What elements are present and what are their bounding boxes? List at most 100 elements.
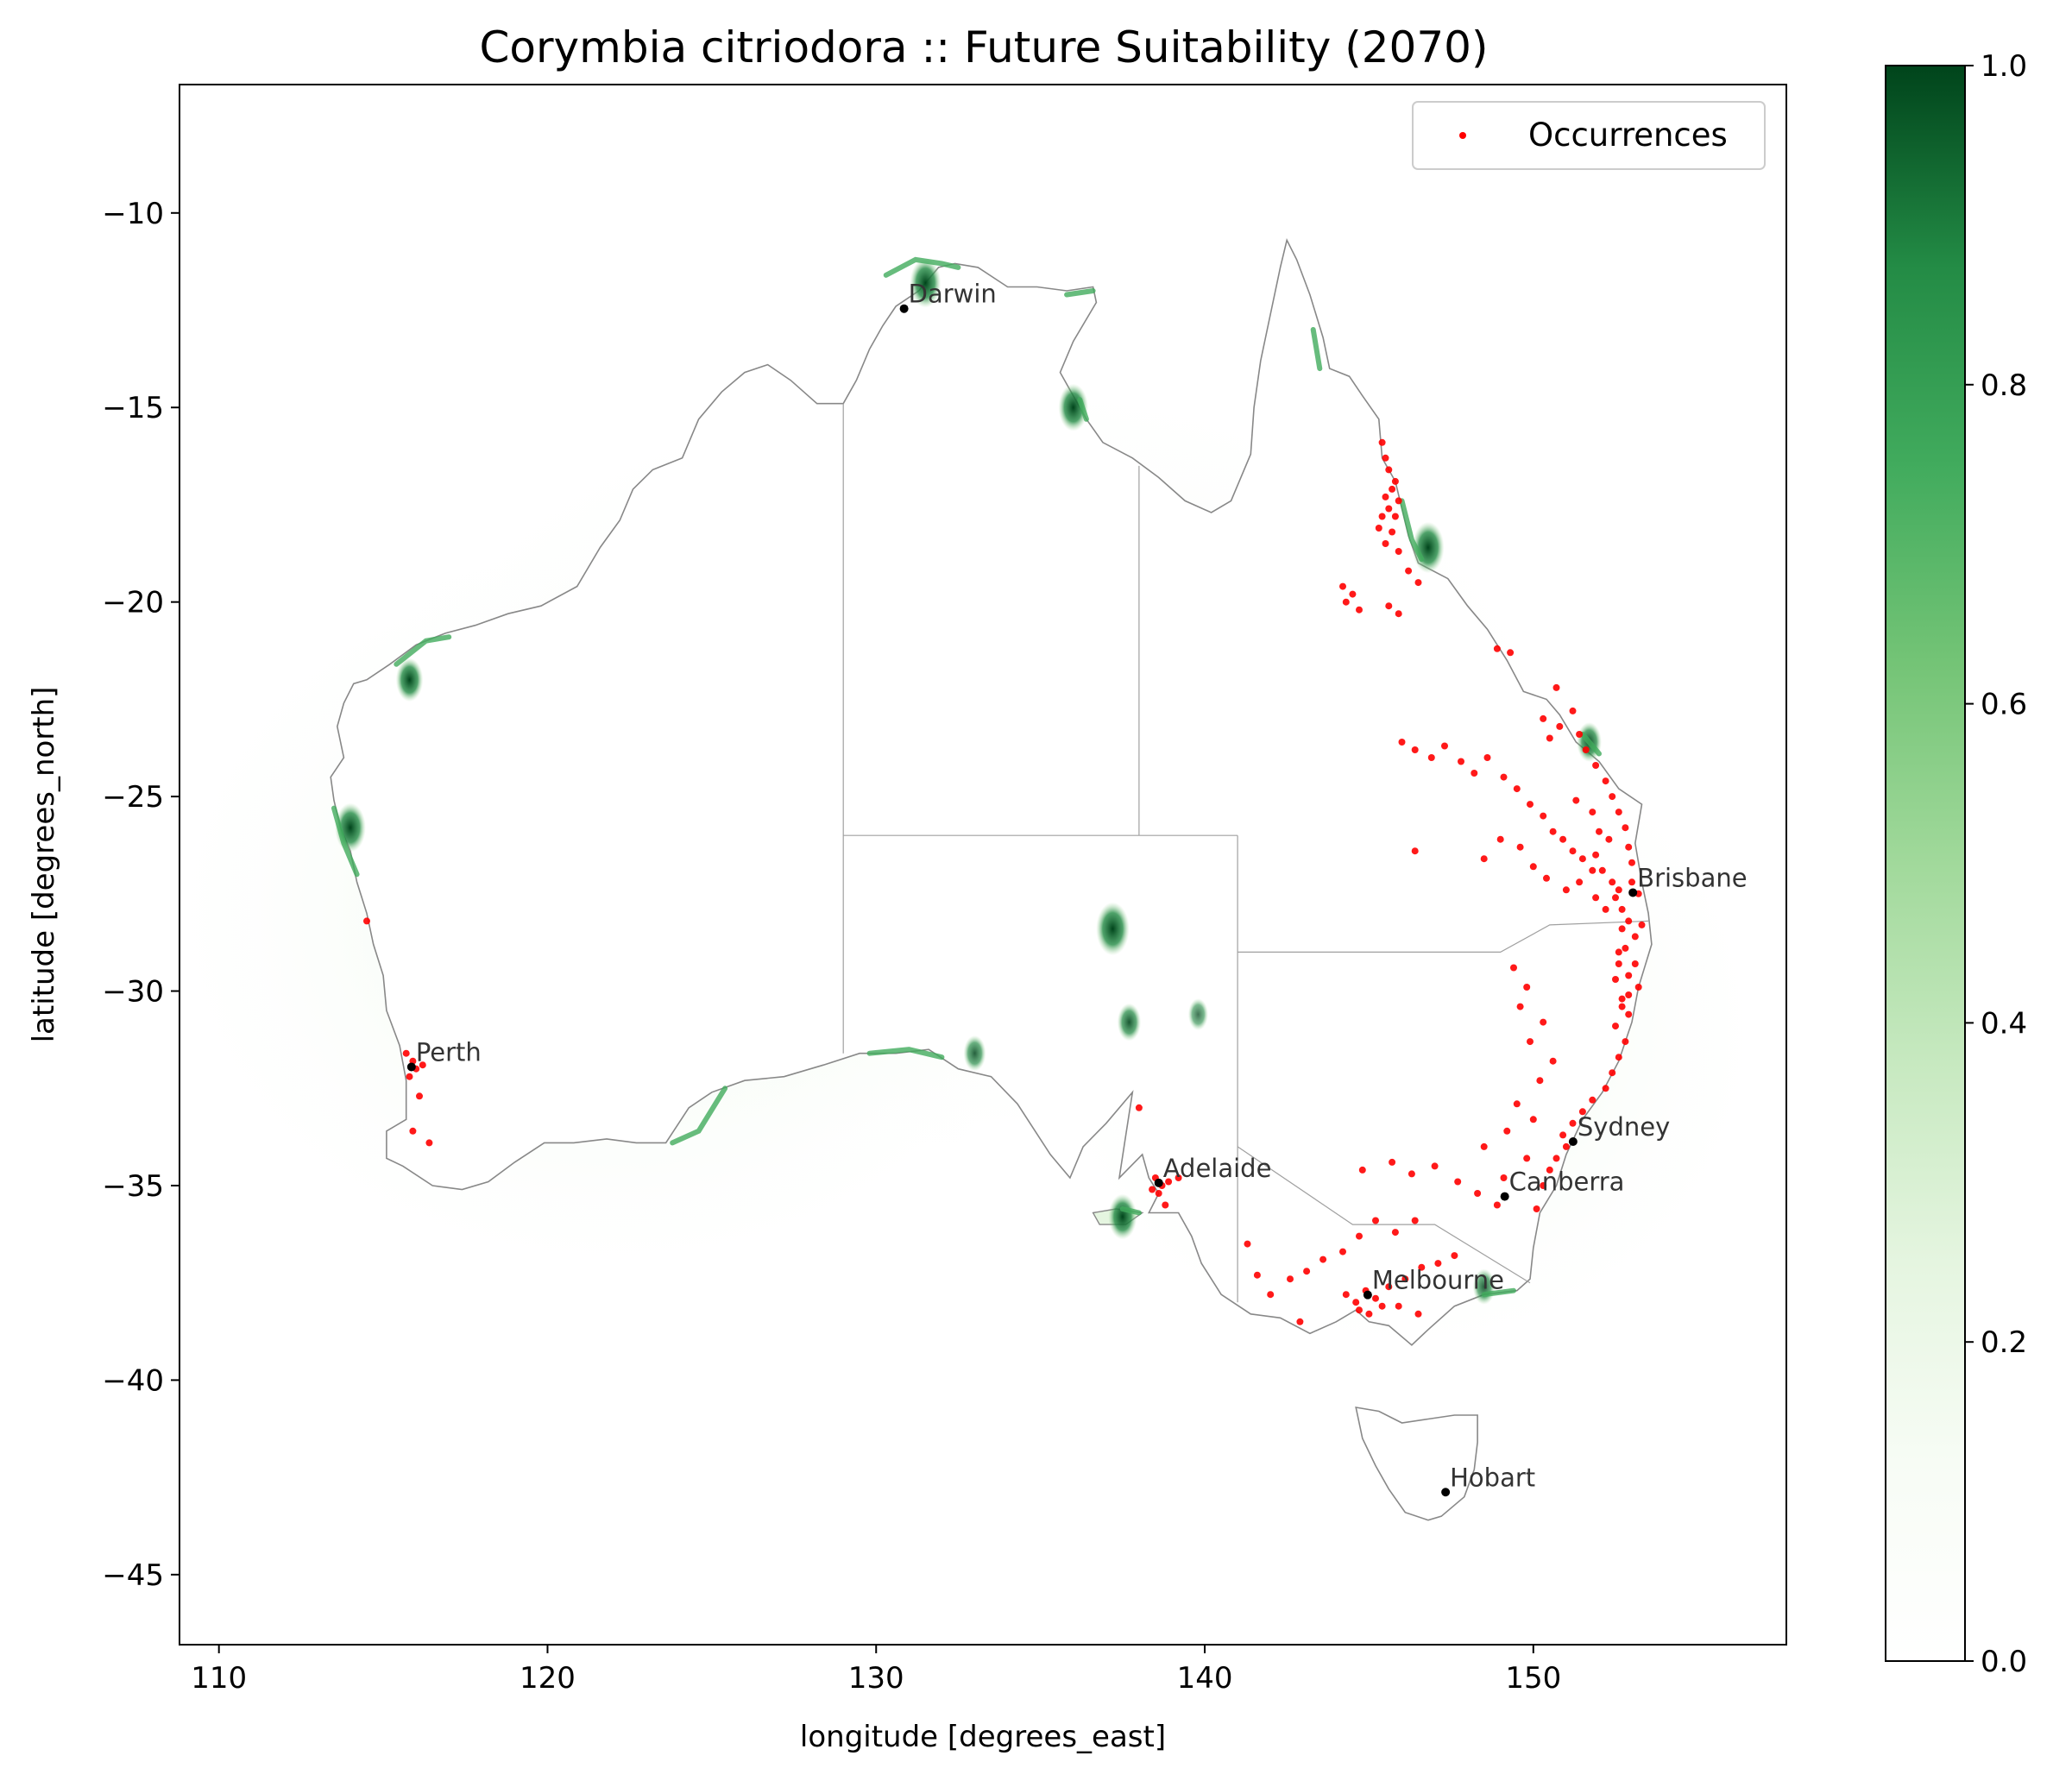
occurrence-point [1411,847,1419,855]
suitability-hotspot [1108,1193,1137,1240]
occurrence-point [1385,466,1393,474]
occurrence-point [1556,722,1564,730]
city-marker [406,1062,416,1072]
y-tick-label: −25 [102,780,164,815]
x-axis-ticks: 110 120 130 140 150 [191,1645,1561,1696]
occurrence-point [1523,984,1531,991]
occurrence-point [1378,438,1386,446]
occurrence-point [1602,1085,1609,1092]
occurrence-point [1480,855,1488,863]
occurrence-point [1510,964,1517,972]
occurrence-point [1267,1291,1275,1299]
occurrence-point [1356,1306,1363,1314]
city-label: Darwin [909,280,997,309]
x-tick-label: 110 [191,1661,247,1696]
occurrence-point [1540,1018,1547,1026]
occurrence-point [1625,917,1633,925]
occurrence-point [1618,905,1626,913]
occurrence-point [1540,1182,1547,1189]
occurrence-point [1602,777,1609,785]
occurrence-point [1356,606,1363,614]
occurrence-point [1356,1232,1363,1240]
plot-border [179,84,1787,1646]
occurrence-point [1339,1248,1346,1256]
occurrence-point [1411,1217,1419,1224]
occurrence-point [1615,948,1622,956]
occurrence-point [1618,995,1626,1003]
occurrence-point [1431,1162,1439,1170]
occurrence-point [1358,1166,1366,1174]
occurrence-point [1589,866,1597,874]
occurrence-point [1615,809,1622,816]
occurrence-point [1319,1256,1327,1263]
y-tick-label: −40 [102,1363,164,1398]
occurrence-point [1296,1318,1304,1325]
suitability-hotspot [910,258,942,308]
occurrence-point [1513,1100,1521,1108]
occurrence-point [1572,796,1580,804]
occurrence-point [1605,835,1613,843]
y-tick-label: −45 [102,1558,164,1593]
occurrence-point [1414,1310,1422,1318]
city-label: Melbourne [1372,1266,1504,1295]
suitability-hotspot [395,658,424,702]
occurrence-point [1615,886,1622,894]
occurrence-point [1303,1268,1311,1275]
occurrence-point [1372,1294,1379,1302]
occurrence-point [1405,567,1413,575]
occurrence-point [1454,1178,1462,1186]
occurrence-point [1471,770,1478,777]
state-border [1237,1146,1531,1284]
occurrence-point [1493,645,1501,652]
occurrence-point [1162,1201,1169,1209]
occurrence-point [1398,739,1406,746]
occurrence-point [1552,1155,1560,1162]
occurrence-point [1493,1201,1501,1209]
occurrence-point [1418,1263,1426,1271]
colorbar: 0.0 0.2 0.4 0.6 0.8 1.0 [1885,49,2027,1679]
occurrence-point [1414,579,1422,587]
occurrence-point [1165,1178,1173,1186]
x-axis-label: longitude [degrees_east] [800,1720,1166,1754]
y-tick-label: −35 [102,1169,164,1204]
occurrence-point [1149,1186,1156,1193]
coastal-suitability-strip [331,805,360,878]
city-markers: Darwin Brisbane Perth Sydney Adelaide Canberr… [406,280,1748,1497]
occurrence-point [1483,754,1491,761]
occurrence-point [1391,1229,1399,1237]
x-tick-label: 130 [848,1661,904,1696]
occurrence-point [1628,878,1635,886]
occurrence-point [1631,960,1639,967]
occurrence-point [1529,863,1537,871]
occurrence-point [1625,972,1633,979]
occurrence-point [419,1061,426,1069]
coastal-suitability-strip [883,256,961,278]
occurrence-point [1411,746,1419,753]
occurrence-point [1395,610,1402,618]
occurrence-point [1527,1038,1534,1046]
occurrence-point [1592,851,1600,859]
occurrence-point [1434,1260,1442,1268]
occurrence-point [1576,878,1584,886]
occurrence-point [1602,905,1609,913]
city-label: Perth [416,1037,482,1067]
colorbar-tick-label: 0.0 [1981,1645,2027,1679]
city-marker [1568,1137,1578,1147]
occurrence-point [1391,477,1399,485]
coastal-suitability-strip [1310,327,1323,372]
coastal-suitability-strip [394,634,452,667]
y-tick-label: −20 [102,586,164,620]
occurrence-point [1441,742,1448,750]
occurrence-point [1155,1190,1162,1197]
city-marker [1363,1290,1372,1300]
occurrence-point [1516,1003,1524,1010]
colorbar-gradient [1885,65,1966,1662]
occurrence-point [1589,1096,1597,1104]
occurrence-point [1540,714,1547,722]
coastal-suitability-strip [1399,498,1425,563]
occurrence-point [1244,1240,1251,1248]
occurrence-point [1385,602,1393,610]
occurrence-point [1500,773,1508,781]
colorbar-tick-label: 0.2 [1981,1325,2027,1360]
